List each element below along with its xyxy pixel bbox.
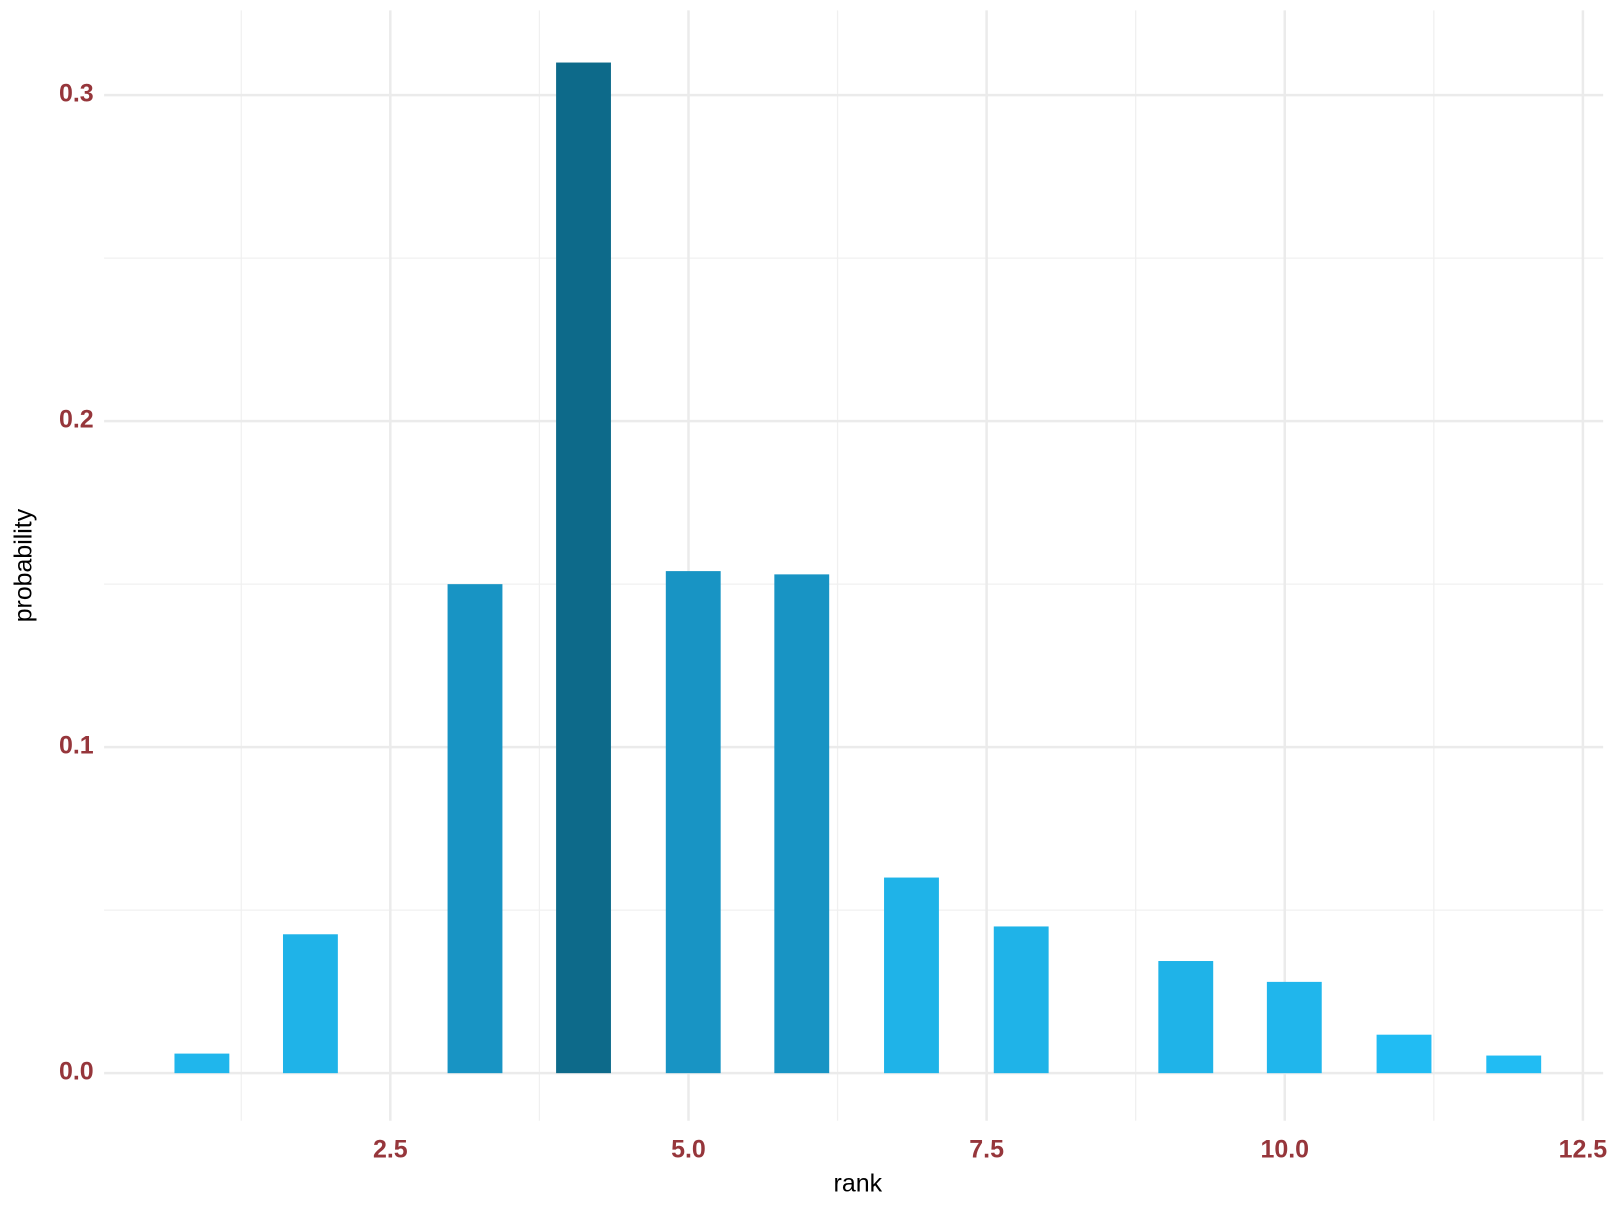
- bar: [1158, 961, 1214, 1074]
- bar: [1376, 1034, 1432, 1074]
- bar: [282, 934, 338, 1074]
- bar: [774, 574, 830, 1074]
- y-tick-label: 0.3: [59, 80, 94, 108]
- bar: [1486, 1055, 1542, 1074]
- x-axis-title: rank: [834, 1170, 883, 1198]
- x-tick-label: 2.5: [373, 1135, 408, 1163]
- bar: [665, 571, 721, 1074]
- y-tick-label: 0.1: [59, 732, 94, 760]
- bar: [993, 926, 1049, 1074]
- bar: [174, 1053, 230, 1074]
- y-axis-title: probability: [10, 508, 38, 622]
- bar: [556, 62, 611, 1074]
- x-tick-label: 12.5: [1559, 1135, 1608, 1163]
- x-tick-label: 7.5: [969, 1135, 1004, 1163]
- bar: [1266, 981, 1322, 1074]
- bar: [884, 877, 939, 1074]
- x-tick-label: 10.0: [1260, 1135, 1309, 1163]
- x-tick-label: 5.0: [671, 1135, 706, 1163]
- y-tick-label: 0.2: [59, 406, 94, 434]
- y-tick-label: 0.0: [59, 1058, 94, 1086]
- bar: [447, 584, 503, 1074]
